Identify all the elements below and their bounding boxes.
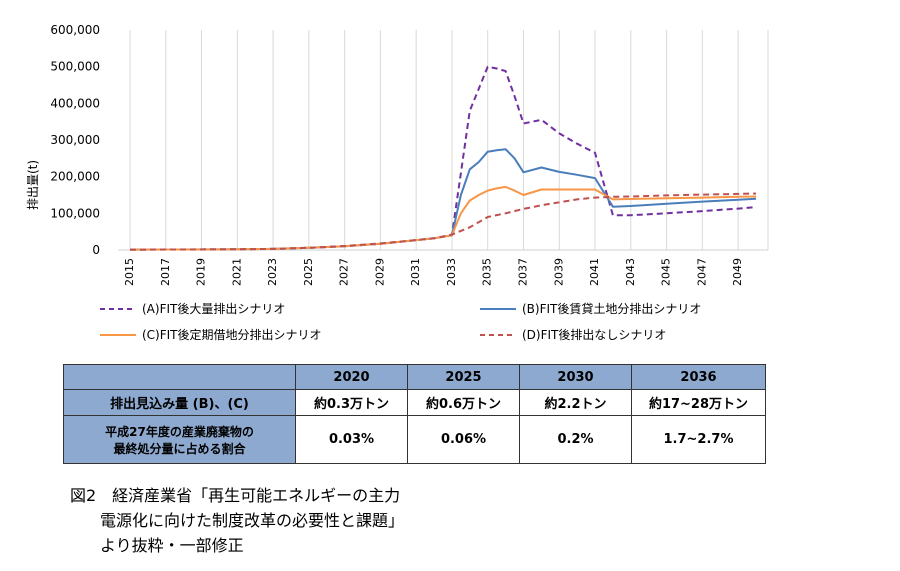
y-tick-label: 600,000 [50,23,100,37]
x-tick-label: 2023 [266,258,279,286]
table-cell: 1.7~2.7% [631,415,766,464]
x-tick-label: 2029 [373,258,386,286]
y-axis-ticks: 0 100,000 200,000 300,000 400,000 500,000 600,… [50,23,100,257]
x-axis-ticks: 2015 2017 2019 2021 2023 2025 2027 2029 2031 2033… [123,258,744,286]
table-header-row: 2020 2025 2030 2036 [63,364,766,390]
caption-line: 電源化に向けた制度改革の必要性と課題」 [100,511,405,530]
caption-line: より抜粋・一部修正 [100,536,244,555]
table-cell: 0.03% [295,415,408,464]
legend-label-a: (A)FIT後大量排出シナリオ [142,302,286,316]
table-year-header: 2025 [407,364,520,390]
x-tick-label: 2047 [695,258,708,286]
x-tick-label: 2025 [302,258,315,286]
table-cell: 0.06% [407,415,520,464]
table-cell: 約0.3万トン [295,389,408,416]
x-tick-label: 2043 [624,258,637,286]
chart-gridlines [129,30,769,250]
x-tick-label: 2045 [660,258,673,286]
table-row: 平成27年度の産業廃棄物の 最終処分量に占める割合 0.03% 0.06% 0.… [63,415,766,464]
series-line-d [129,192,757,251]
y-axis-label: 排出量(t) [26,160,40,210]
legend-label-d: (D)FIT後排出なしシナリオ [522,328,667,342]
chart-series [129,65,757,251]
x-tick-label: 2033 [445,258,458,286]
y-tick-label: 500,000 [50,60,100,74]
series-line-a [129,65,757,251]
x-tick-label: 2035 [481,258,494,286]
table-row-label-line: 最終処分量に占める割合 [113,441,246,456]
y-tick-label: 0 [92,243,100,257]
x-tick-label: 2049 [731,258,744,286]
y-tick-label: 200,000 [50,170,100,184]
x-tick-label: 2041 [588,258,601,286]
table-year-header: 2030 [519,364,632,390]
table-row: 排出見込み量 (B)、(C) 約0.3万トン 約0.6万トン 約2.2トン 約1… [63,389,766,416]
table-cell: 約2.2トン [519,389,632,416]
legend-item-a: (A)FIT後大量排出シナリオ [100,300,285,317]
table-corner-cell [63,364,296,390]
y-tick-label: 400,000 [50,96,100,110]
x-tick-label: 2037 [516,258,529,286]
summary-table-wrap: 2020 2025 2030 2036 排出見込み量 (B)、(C) 約0.3万… [63,364,766,464]
x-tick-label: 2021 [230,258,243,286]
chart-legend: (A)FIT後大量排出シナリオ (B)FIT後賃貸土地分排出シナリオ (C)FI… [100,300,740,344]
series-line-c [129,185,757,251]
emissions-line-chart: 0 100,000 200,000 300,000 400,000 500,000 600,… [26,23,769,286]
x-tick-label: 2039 [552,258,565,286]
legend-label-c: (C)FIT後定期借地分排出シナリオ [142,328,322,342]
table-row-label: 排出見込み量 (B)、(C) [63,389,296,416]
table-row-label: 平成27年度の産業廃棄物の 最終処分量に占める割合 [63,415,296,464]
legend-label-b: (B)FIT後賃貸土地分排出シナリオ [522,302,702,316]
caption-line: 図2 経済産業省「再生可能エネルギーの主力 [70,486,401,505]
series-line-b [129,148,757,251]
table-cell: 0.2% [519,415,632,464]
legend-item-c: (C)FIT後定期借地分排出シナリオ [100,326,322,343]
legend-item-d: (D)FIT後排出なしシナリオ [480,326,666,343]
table-year-header: 2020 [295,364,408,390]
legend-item-b: (B)FIT後賃貸土地分排出シナリオ [480,300,701,317]
table-row-label-line: 平成27年度の産業廃棄物の [105,424,254,439]
x-tick-label: 2017 [159,258,172,286]
summary-table: 2020 2025 2030 2036 排出見込み量 (B)、(C) 約0.3万… [63,364,766,464]
x-tick-label: 2031 [409,258,422,286]
table-cell: 約17~28万トン [631,389,766,416]
figure-caption: 図2 経済産業省「再生可能エネルギーの主力 電源化に向けた制度改革の必要性と課題… [70,483,404,558]
x-tick-label: 2019 [195,258,208,286]
table-year-header: 2036 [631,364,766,390]
x-tick-label: 2027 [338,258,351,286]
table-cell: 約0.6万トン [407,389,520,416]
y-tick-label: 100,000 [50,206,100,220]
y-tick-label: 300,000 [50,133,100,147]
x-tick-label: 2015 [123,258,136,286]
